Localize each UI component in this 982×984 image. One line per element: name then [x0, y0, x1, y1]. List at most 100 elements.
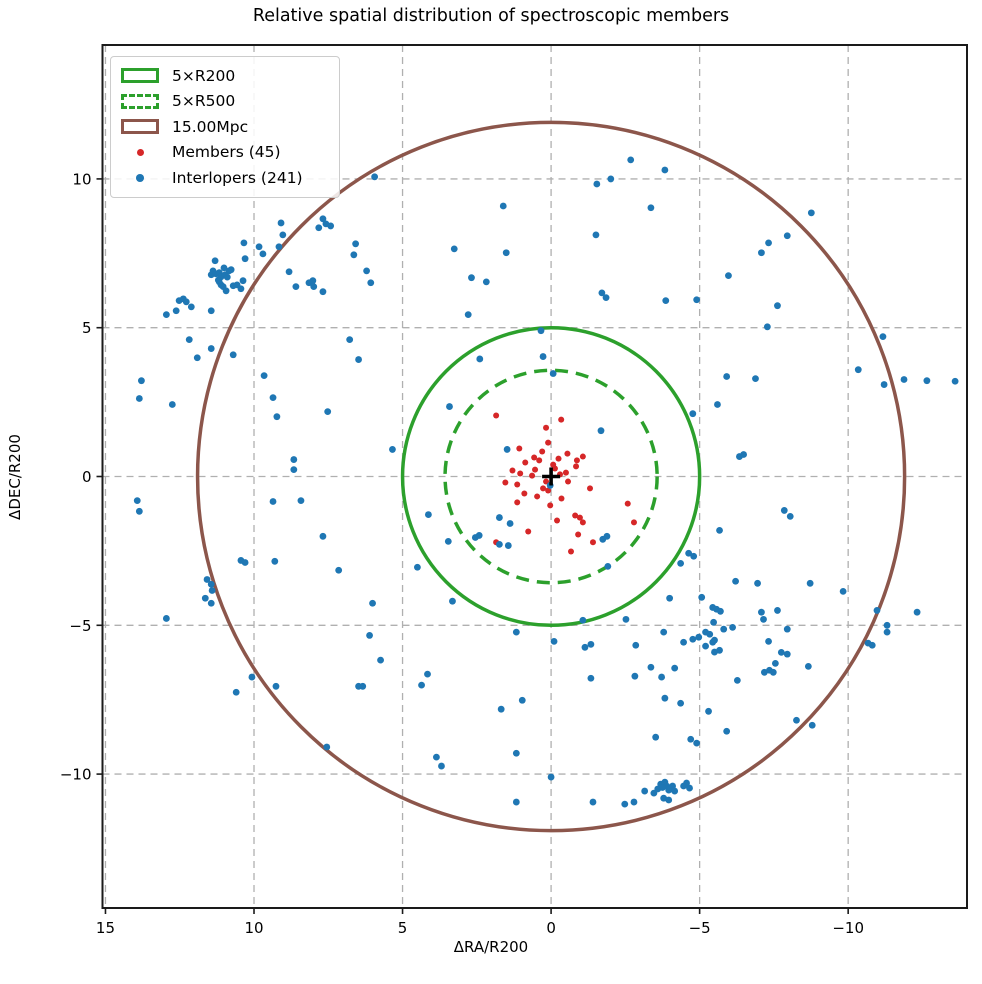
interloper-point: [758, 608, 765, 616]
interloper-point: [220, 264, 228, 272]
interloper-point: [631, 672, 639, 680]
interloper-point: [297, 497, 305, 505]
member-point: [630, 519, 637, 526]
interloper-point: [162, 615, 170, 622]
member-point: [579, 519, 586, 526]
interloper-point: [658, 673, 666, 681]
interloper-point: [323, 743, 331, 751]
interloper-point: [630, 798, 638, 806]
interloper-point: [883, 628, 891, 636]
interloper-point: [367, 279, 375, 287]
interloper-point: [193, 354, 201, 362]
interloper-point: [723, 373, 731, 380]
y-tick-label: −10: [60, 766, 92, 784]
interloper-point: [285, 268, 293, 276]
interloper-point: [698, 593, 706, 601]
interloper-point: [685, 549, 693, 557]
member-point: [493, 412, 500, 419]
interloper-point: [883, 621, 891, 629]
interloper-point: [503, 446, 511, 453]
interloper-point: [335, 566, 343, 574]
interloper-point: [733, 676, 741, 684]
member-point: [575, 531, 582, 538]
interloper-point: [135, 395, 143, 402]
interloper-point: [725, 272, 732, 280]
member-point: [558, 416, 565, 423]
interloper-point: [359, 682, 367, 690]
interloper-point: [951, 377, 959, 385]
member-point: [540, 485, 547, 492]
interloper-point: [693, 739, 701, 747]
interloper-point: [913, 608, 921, 616]
legend-item-mpc: 15.00Mpc: [121, 114, 331, 140]
y-tick-label: −5: [69, 617, 91, 635]
member-point: [534, 493, 541, 500]
interloper-point: [273, 413, 281, 421]
interloper-point: [690, 552, 698, 560]
interloper-point: [780, 507, 788, 514]
interloper-point: [549, 370, 557, 377]
interloper-point: [495, 540, 503, 548]
member-point: [545, 487, 552, 494]
legend-item-r500: 5×R500: [121, 89, 331, 115]
interloper-point: [450, 245, 458, 253]
interloper-point: [783, 232, 791, 240]
member-point: [565, 478, 572, 485]
interloper-point: [232, 688, 240, 696]
interloper-point: [662, 297, 670, 305]
interloper-point: [259, 250, 267, 258]
interloper-point: [714, 401, 721, 408]
interloper-point: [269, 394, 277, 402]
interloper-point: [482, 278, 490, 286]
member-point: [572, 512, 579, 519]
interloper-point: [597, 427, 605, 435]
member-point: [567, 548, 574, 555]
interloper-point: [319, 532, 327, 540]
interloper-point: [680, 638, 687, 646]
interloper-point: [248, 673, 256, 681]
member-point: [579, 453, 586, 460]
interloper-point: [366, 632, 373, 639]
interloper-point: [279, 231, 287, 239]
member-point: [536, 457, 543, 464]
interloper-point: [389, 446, 396, 453]
interloper-point: [760, 615, 767, 623]
interloper-point: [229, 351, 237, 359]
member-point: [624, 500, 631, 507]
interloper-point: [346, 336, 354, 344]
interloper-point: [239, 277, 247, 285]
interloper-point: [717, 607, 724, 615]
interloper-point: [241, 255, 249, 263]
interloper-point: [512, 628, 520, 636]
interloper-point: [765, 239, 772, 247]
interloper-point: [138, 377, 145, 385]
member-point: [514, 499, 521, 506]
member-point: [589, 539, 596, 546]
member-point: [545, 439, 552, 446]
interloper-point: [660, 628, 668, 636]
interloper-point: [227, 266, 235, 274]
interloper-point: [579, 616, 587, 624]
interloper-point: [369, 599, 376, 607]
member-point: [543, 478, 550, 485]
interloper-point: [464, 311, 472, 319]
interloper-point: [581, 643, 589, 651]
interloper-point: [880, 381, 888, 388]
mpc-circle: [195, 120, 907, 833]
interloper-point: [290, 466, 298, 474]
interloper-point: [207, 345, 215, 352]
x-tick-label: 15: [96, 919, 115, 937]
y-tick-label: 10: [72, 170, 91, 188]
interloper-point: [185, 336, 193, 344]
member-point: [539, 448, 546, 455]
interloper-point: [647, 204, 655, 212]
interloper-point: [695, 633, 703, 641]
interlopers-dot-swatch: [121, 173, 159, 182]
interloper-point: [769, 668, 777, 676]
x-tick-label: 0: [546, 919, 556, 937]
interloper-point: [255, 243, 263, 251]
member-point: [547, 502, 554, 509]
interloper-point: [214, 276, 222, 284]
member-point: [573, 457, 580, 464]
